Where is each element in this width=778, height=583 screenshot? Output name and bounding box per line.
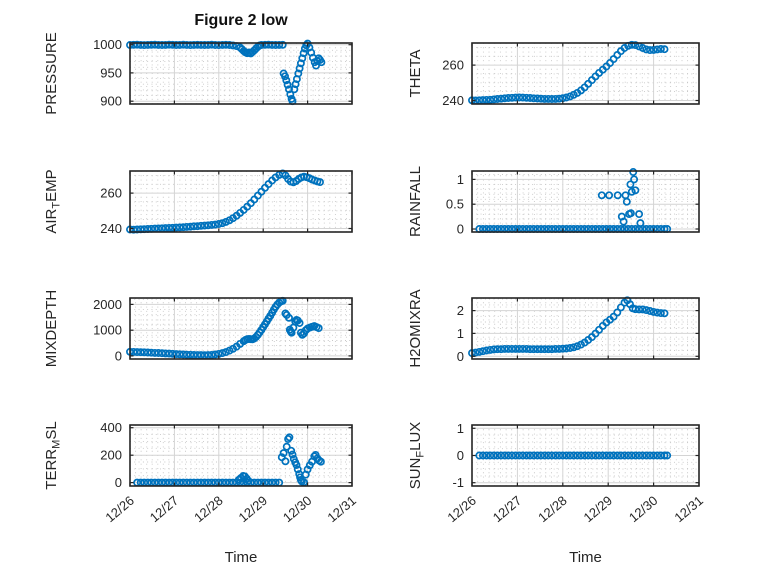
- axes-box: [471, 42, 700, 105]
- axes-box: [129, 170, 353, 233]
- svg-text:1000: 1000: [93, 323, 122, 338]
- scatter-series: [468, 40, 669, 105]
- y-axis-label: THETA: [407, 49, 424, 97]
- figure-title: Figure 2 low: [194, 12, 288, 29]
- svg-text:12/26: 12/26: [444, 493, 479, 525]
- y-axis-label: TERRMSL: [43, 421, 63, 489]
- svg-text:200: 200: [100, 448, 122, 463]
- major-grid: [130, 171, 352, 232]
- x-axis-label-left: Time: [224, 549, 258, 566]
- scatter-series: [475, 451, 672, 460]
- svg-text:12/30: 12/30: [280, 493, 315, 525]
- svg-text:900: 900: [100, 94, 122, 109]
- svg-text:1: 1: [457, 172, 464, 187]
- scatter-series: [126, 169, 324, 234]
- y-tick-labels: 900 950 1000: [93, 37, 122, 109]
- svg-text:240: 240: [442, 93, 464, 108]
- y-axis-label: AIRTEMP: [43, 169, 63, 233]
- y-axis-label: MIXDEPTH: [43, 290, 60, 368]
- y-tick-labels: -1 0 1: [452, 421, 464, 490]
- axis-ticks: [471, 298, 700, 359]
- svg-text:0: 0: [457, 349, 464, 364]
- subplot-theta: 240 260 THETA: [407, 40, 700, 108]
- svg-text:12/27: 12/27: [490, 493, 525, 525]
- subplot-mixdepth: 0 1000 2000 MIXDEPTH: [43, 290, 353, 368]
- scatter-series: [126, 296, 323, 360]
- axis-ticks: [471, 171, 700, 232]
- svg-text:950: 950: [100, 65, 122, 80]
- axis-ticks: [129, 425, 353, 486]
- axis-ticks: [129, 298, 353, 359]
- y-tick-labels: 240 260: [100, 186, 122, 236]
- axes-box: [129, 297, 353, 360]
- subplot-h2omixra: 0 1 2 H2OMIXRA: [407, 289, 700, 368]
- x-axis-label-right: Time: [569, 549, 602, 566]
- svg-text:400: 400: [100, 420, 122, 435]
- x-tick-labels: 12/26 12/27 12/28 12/29 12/30 12/31: [444, 493, 706, 525]
- minor-grid: [130, 171, 352, 232]
- svg-text:12/30: 12/30: [626, 493, 661, 525]
- y-tick-labels: 240 260: [442, 58, 464, 108]
- svg-text:12/31: 12/31: [324, 493, 359, 525]
- y-axis-label: SUNFLUX: [407, 422, 427, 490]
- y-axis-label: PRESSURE: [43, 32, 60, 115]
- minor-grid: [472, 171, 699, 232]
- axis-ticks: [129, 43, 353, 104]
- minor-grid: [130, 298, 352, 359]
- y-tick-labels: 0 1 2: [457, 303, 464, 364]
- svg-text:260: 260: [100, 186, 122, 201]
- axis-ticks: [471, 43, 700, 104]
- axes-box: [471, 170, 700, 233]
- subplot-pressure: 900 950 1000 PRESSURE: [43, 32, 353, 115]
- svg-text:240: 240: [100, 221, 122, 236]
- x-tick-labels: 12/26 12/27 12/28 12/29 12/30 12/31: [102, 493, 359, 525]
- y-tick-labels: 0 1000 2000: [93, 297, 122, 364]
- y-axis-label: H2OMIXRA: [407, 289, 424, 367]
- scatter-series: [468, 296, 669, 358]
- svg-text:12/29: 12/29: [581, 493, 616, 525]
- axis-ticks: [471, 425, 700, 486]
- subplot-terr_msl: 0 200 400 12/26 12/27 12/28 12/29 12/30 12/31 TER…: [43, 420, 359, 525]
- svg-text:1: 1: [457, 326, 464, 341]
- y-axis-label: RAINFALL: [407, 166, 424, 237]
- svg-text:0: 0: [115, 475, 122, 490]
- svg-text:12/27: 12/27: [147, 493, 182, 525]
- axes-box: [471, 297, 700, 360]
- scatter-series: [133, 433, 325, 487]
- svg-text:2000: 2000: [93, 297, 122, 312]
- scatter-series: [475, 168, 672, 233]
- svg-text:0: 0: [115, 348, 122, 363]
- subplot-sun_flux: -1 0 1 12/26 12/27 12/28 12/29 12/30 12/31 SUNFLU…: [407, 421, 706, 525]
- svg-text:-1: -1: [452, 475, 464, 490]
- svg-text:2: 2: [457, 303, 464, 318]
- svg-text:1000: 1000: [93, 37, 122, 52]
- svg-text:12/28: 12/28: [191, 493, 226, 525]
- svg-text:12/26: 12/26: [102, 493, 137, 525]
- svg-text:1: 1: [457, 421, 464, 436]
- svg-text:12/31: 12/31: [671, 493, 706, 525]
- subplot-air_temp: 240 260 AIRTEMP: [43, 169, 353, 236]
- axis-ticks: [129, 171, 353, 232]
- svg-text:0.5: 0.5: [446, 197, 464, 212]
- svg-text:12/29: 12/29: [236, 493, 271, 525]
- svg-text:12/28: 12/28: [535, 493, 570, 525]
- y-tick-labels: 0 200 400: [100, 420, 122, 490]
- y-tick-labels: 00.51: [446, 172, 464, 237]
- svg-text:260: 260: [442, 58, 464, 73]
- svg-text:0: 0: [457, 448, 464, 463]
- svg-text:0: 0: [457, 222, 464, 237]
